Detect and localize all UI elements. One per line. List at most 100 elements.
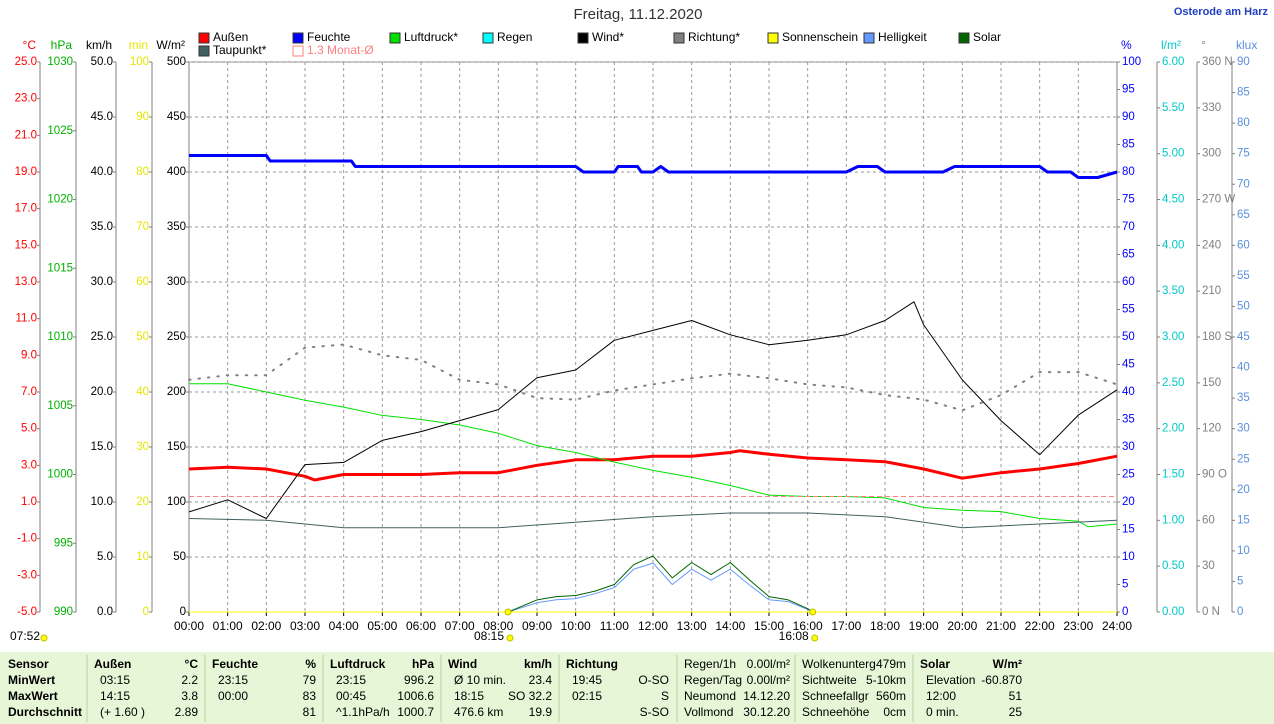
y-tick-label: 30 [1237,423,1250,435]
y-tick-label: 40.0 [91,166,113,178]
y-tick-label: 4.00 [1162,239,1184,251]
y-tick-label: 1025 [47,125,73,137]
y-tick-label: 75 [1122,194,1135,206]
y-tick-label: 10 [136,551,149,563]
x-tick-label: 23:00 [1063,619,1093,633]
x-tick-label: 14:00 [715,619,745,633]
x-tick-label: 02:00 [251,619,281,633]
y-tick-label: 150 [1202,377,1221,389]
y-tick-label: 100 [167,496,186,508]
summary-cell: 51 [1009,689,1023,703]
y-tick-label: 300 [1202,148,1221,160]
y-tick-label: 1.00 [1162,514,1184,526]
y-tick-label: 70 [1237,178,1250,190]
y-tick-label: -5.0 [17,606,37,618]
y-tick-label: 5 [1237,575,1243,587]
summary-cell: 0 min. [926,705,959,719]
x-tick-label: 24:00 [1102,619,1132,633]
summary-unit: W/m² [993,657,1022,671]
axis-unit: klux [1236,38,1257,52]
series-line [189,154,1118,179]
y-tick-label: 1000 [47,469,73,481]
summary-cell: S [661,689,669,703]
y-tick-label: 180 S [1202,331,1232,343]
y-tick-label: 45 [1237,331,1250,343]
legend-swatch [198,32,210,44]
summary-cell: Sichtweite [802,673,857,687]
x-tick-label: 20:00 [947,619,977,633]
y-tick-label: 1.50 [1162,469,1184,481]
y-tick-label: 300 [167,276,186,288]
summary-cell: Neumond [684,689,736,703]
summary-title: Solar [920,657,950,671]
y-tick-label: 200 [167,386,186,398]
summary-background [0,652,1274,724]
summary-cell: Schneehöhe [802,705,870,719]
y-tick-label: 60 [136,276,149,288]
legend-label: Richtung* [688,30,740,44]
y-tick-label: 60 [1237,239,1250,251]
x-tick-label: 06:00 [406,619,436,633]
x-tick-label: 17:00 [831,619,861,633]
summary-unit: % [305,657,316,671]
axis-unit: °C [23,38,37,52]
summary-unit: km/h [524,657,552,671]
axis-unit: ° [1201,38,1206,52]
legend-label: Luftdruck* [404,30,458,44]
y-tick-label: 500 [167,56,186,68]
summary-cell: 3.8 [181,689,198,703]
summary-cell: -60.870 [981,673,1022,687]
y-tick-label: 0 [143,606,149,618]
y-tick-label: 10 [1237,545,1250,557]
y-tick-label: 10.0 [91,496,113,508]
y-tick-label: 5.0 [97,551,113,563]
x-tick-label: 10:00 [561,619,591,633]
legend-label: Sonnenschein [782,30,858,44]
y-tick-label: 30 [1202,560,1215,572]
summary-cell: 1006.6 [397,689,434,703]
y-tick-label: 0.0 [97,606,113,618]
y-tick-label: 0 N [1202,606,1220,618]
y-tick-label: 19.0 [15,166,37,178]
y-tick-label: 25.0 [91,331,113,343]
x-tick-label: 00:00 [174,619,204,633]
y-tick-label: 80 [1122,166,1135,178]
summary-cell: 0.00l/m² [747,657,790,671]
summary-cell: 00:00 [218,689,248,703]
axis-unit: hPa [51,38,73,52]
summary-cell: 12:00 [926,689,956,703]
y-tick-label: 17.0 [15,203,37,215]
sun-icon [506,634,514,642]
summary-cell: S-SO [640,705,669,719]
summary-cell: 19:45 [572,673,602,687]
legend-label: Außen [213,30,248,44]
legend-label: Wind* [592,30,624,44]
summary-cell: Regen/Tag [684,673,742,687]
summary-cell: Wolkenunterg [802,657,876,671]
y-tick-label: 120 [1202,423,1221,435]
y-tick-label: 995 [54,537,73,549]
y-tick-label: 210 [1202,285,1221,297]
y-tick-label: 5.50 [1162,102,1184,114]
y-tick-label: 7.0 [21,386,37,398]
y-tick-label: 60 [1202,514,1215,526]
y-tick-label: 4.50 [1162,194,1184,206]
sun-icon [811,634,819,642]
legend-label: 1.3 Monat-Ø [307,43,374,57]
y-tick-label: 0.50 [1162,560,1184,572]
y-tick-label: 25 [1122,469,1135,481]
y-tick-label: 5 [1122,579,1128,591]
y-tick-label: 55 [1122,304,1135,316]
summary-cell: 23.4 [529,673,553,687]
y-tick-label: 330 [1202,102,1221,114]
y-tick-label: 30 [136,441,149,453]
summary-cell: 14:15 [100,689,130,703]
sun-marker [504,608,512,616]
station-name: Osterode am Harz [1174,6,1269,18]
y-tick-label: 70 [1122,221,1135,233]
y-tick-label: 80 [136,166,149,178]
y-tick-label: 50 [173,551,186,563]
y-tick-label: 60 [1122,276,1135,288]
y-tick-label: 50 [1122,331,1135,343]
summary-cell: 19.9 [529,705,553,719]
